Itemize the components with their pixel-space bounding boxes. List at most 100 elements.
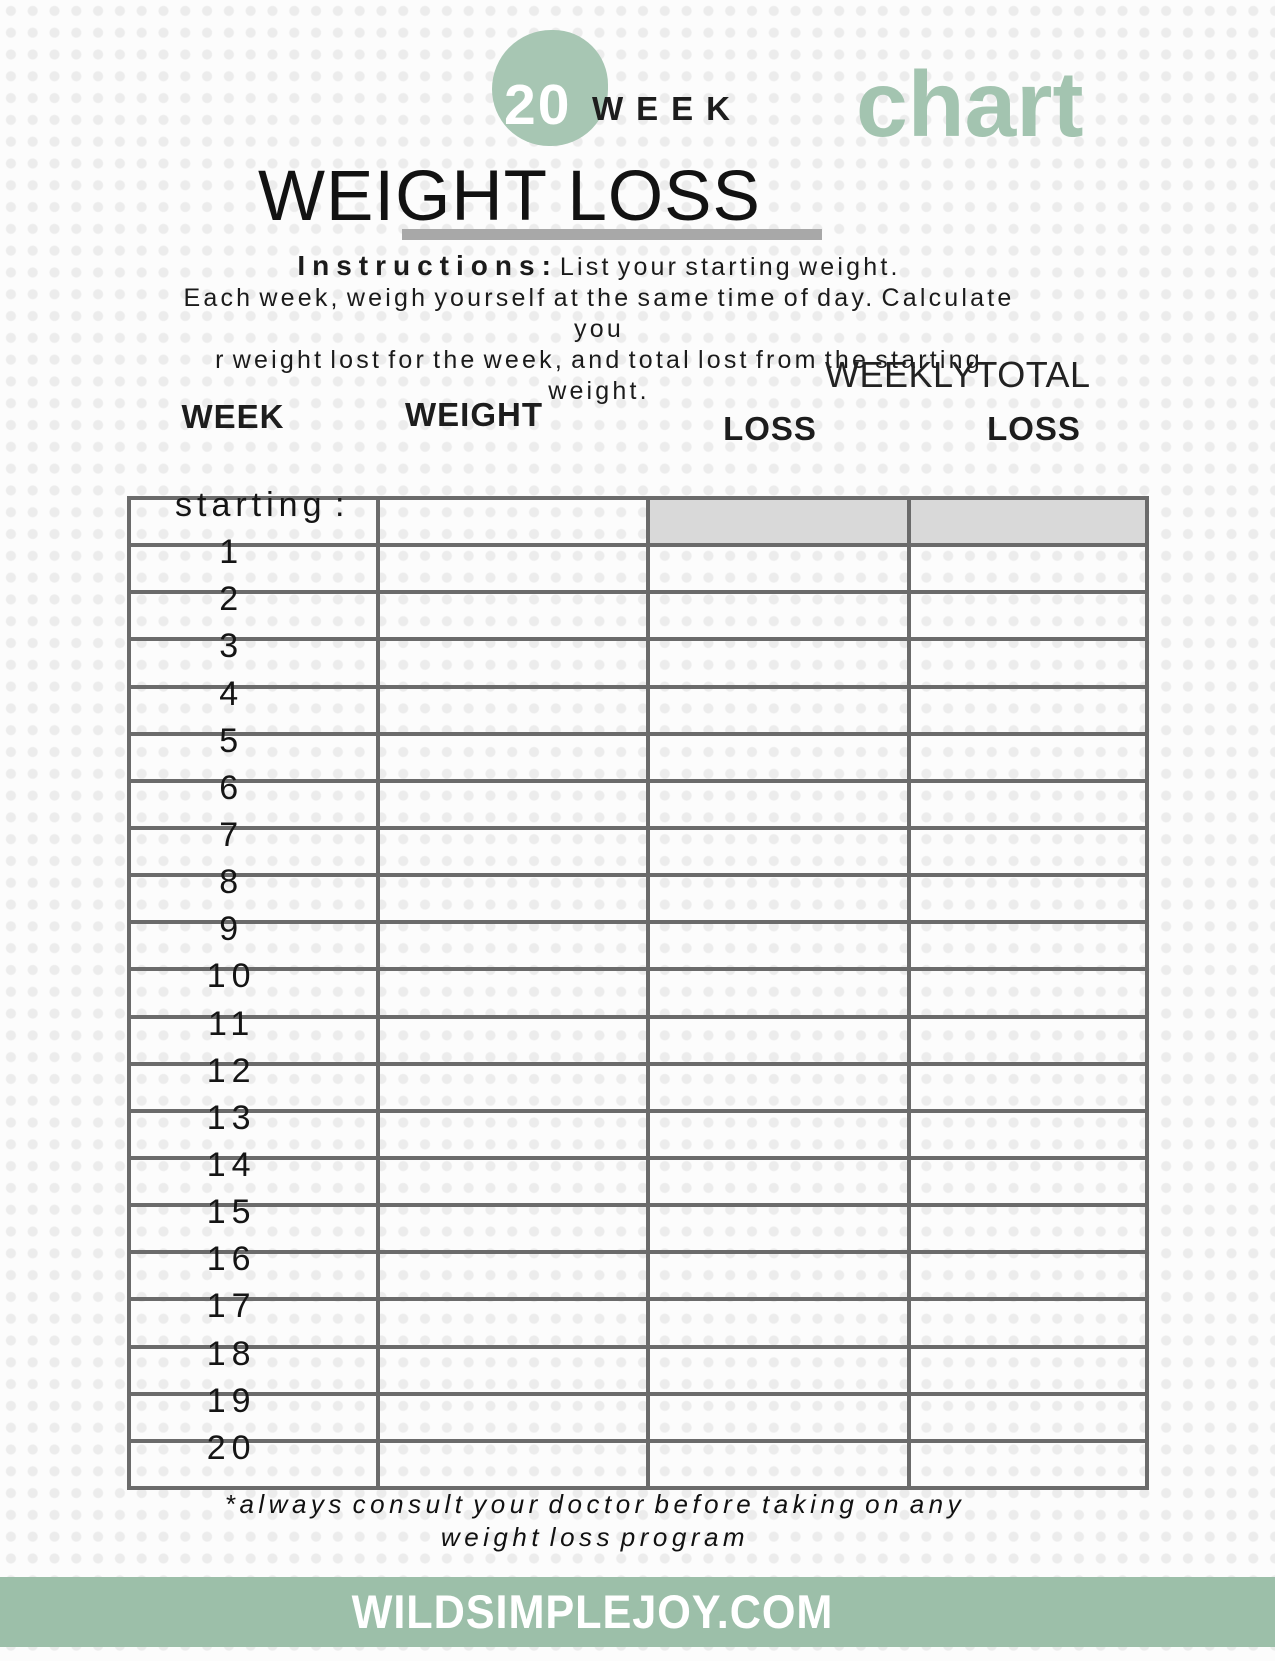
table-row: 10 — [131, 957, 1145, 1015]
week-label-cell: 15 — [131, 1193, 376, 1250]
week-label-cell: starting : — [131, 486, 376, 543]
weight-entry-cell — [376, 1348, 646, 1392]
instructions-line-3: r weight lost for the week, and total lo… — [215, 346, 983, 405]
weekly-loss-cell — [646, 971, 907, 1015]
total-loss-cell — [906, 1065, 1145, 1109]
week-label: 14 — [206, 1145, 257, 1184]
table-row: 9 — [131, 910, 1145, 968]
table-row: 7 — [131, 816, 1145, 874]
weight-entry-cell — [376, 877, 646, 921]
weight-entry-cell — [376, 1065, 646, 1109]
week-label: 15 — [206, 1193, 257, 1232]
total-loss-cell — [906, 971, 1145, 1015]
week-label-cell: 16 — [131, 1240, 376, 1297]
week-label: 2 — [219, 580, 245, 619]
total-loss-cell — [906, 829, 1145, 874]
weight-entry-cell — [376, 782, 646, 826]
total-loss-cell — [906, 547, 1145, 591]
column-header-total-loss: LOSS — [987, 410, 1081, 447]
week-label-cell: 3 — [131, 627, 376, 684]
weight-entry-cell — [376, 641, 646, 685]
column-header-week: WEEK — [181, 398, 285, 435]
table-row: 8 — [131, 863, 1145, 921]
weekly-loss-cell — [646, 1159, 907, 1204]
week-label: 7 — [219, 815, 245, 854]
column-header-weight: WEIGHT — [405, 396, 543, 433]
total-loss-cell — [906, 1442, 1145, 1486]
table-row: 11 — [131, 1005, 1145, 1062]
week-label: 19 — [206, 1381, 257, 1420]
title-underline — [402, 229, 822, 240]
weekly-loss-cell — [646, 1395, 907, 1439]
table-row: 20 — [131, 1429, 1145, 1486]
week-label: 13 — [206, 1098, 257, 1137]
total-loss-cell — [906, 1254, 1145, 1298]
weight-entry-cell — [376, 1301, 646, 1345]
table-row: 2 — [131, 580, 1145, 638]
weight-entry-cell — [376, 1018, 646, 1062]
disclaimer-line-1: *always consult your doctor before takin… — [224, 1489, 966, 1519]
table-row: 14 — [131, 1146, 1145, 1204]
disclaimer: *always consult your doctor before takin… — [170, 1488, 1020, 1554]
week-label-cell: 20 — [131, 1429, 376, 1486]
weekly-loss-cell — [646, 1348, 907, 1392]
week-label-cell: 19 — [131, 1382, 376, 1439]
week-label: 11 — [208, 1004, 256, 1043]
total-loss-cell — [906, 1159, 1145, 1204]
week-label: 6 — [219, 768, 245, 807]
instructions-block: Instructions:List your starting weight. … — [168, 250, 1030, 407]
total-loss-cell — [906, 1207, 1145, 1251]
weight-entry-cell — [376, 1207, 646, 1251]
page-title: WEIGHT LOSS — [258, 157, 761, 236]
week-label: 5 — [219, 721, 245, 760]
week-label: 9 — [219, 910, 245, 949]
weekly-loss-cell — [646, 547, 907, 591]
week-label: 18 — [206, 1334, 257, 1373]
week-label: 3 — [219, 627, 245, 666]
total-loss-cell — [906, 782, 1145, 826]
week-label-cell: 13 — [131, 1099, 376, 1156]
weight-entry-cell — [376, 1442, 646, 1486]
instructions-text-1: List your starting weight. — [559, 253, 901, 281]
instructions-line-1: Instructions:List your starting weight. — [168, 250, 1030, 283]
table-row: 13 — [131, 1099, 1145, 1156]
column-header-weekly-loss: LOSS — [723, 410, 817, 447]
week-count-badge — [492, 30, 608, 146]
week-label: starting : — [175, 486, 350, 524]
weight-entry-cell — [376, 1254, 646, 1298]
total-loss-cell — [906, 688, 1145, 732]
weight-entry-cell — [376, 971, 646, 1015]
weekly-loss-cell — [646, 1254, 907, 1298]
week-label: 17 — [206, 1287, 257, 1326]
weekly-loss-cell — [646, 594, 907, 638]
badge-week-label: WEEK — [592, 90, 743, 127]
disclaimer-line-2: weight loss program — [440, 1522, 750, 1552]
table-row: starting : — [131, 486, 1145, 544]
weekly-loss-cell — [646, 735, 907, 779]
weeks-table: starting : 1 2 3 4 5 — [127, 486, 1149, 1490]
total-loss-cell — [906, 594, 1145, 638]
weight-entry-cell — [376, 688, 646, 732]
week-label-cell: 14 — [131, 1146, 376, 1203]
total-loss-cell — [906, 924, 1145, 968]
chart-word: chart — [856, 52, 1084, 156]
total-loss-cell — [906, 500, 1145, 544]
week-label-cell: 10 — [131, 957, 376, 1014]
table-row: 19 — [131, 1382, 1145, 1439]
week-label-cell: 2 — [131, 580, 376, 637]
week-label-cell: 17 — [131, 1287, 376, 1344]
week-label: 8 — [219, 863, 245, 902]
weekly-loss-cell — [646, 1112, 907, 1156]
table-row: 15 — [131, 1193, 1145, 1251]
weekly-loss-cell — [646, 1442, 907, 1486]
total-loss-cell — [906, 641, 1145, 685]
week-label-cell: 12 — [131, 1052, 376, 1109]
table-row: 5 — [131, 722, 1145, 779]
weight-entry-cell — [376, 924, 646, 968]
weight-entry-cell — [376, 829, 646, 874]
weekly-loss-cell — [646, 641, 907, 685]
table-row: 1 — [131, 533, 1145, 591]
group-header: WEEKLYTOTAL — [825, 354, 1091, 396]
week-label: 12 — [206, 1051, 257, 1090]
